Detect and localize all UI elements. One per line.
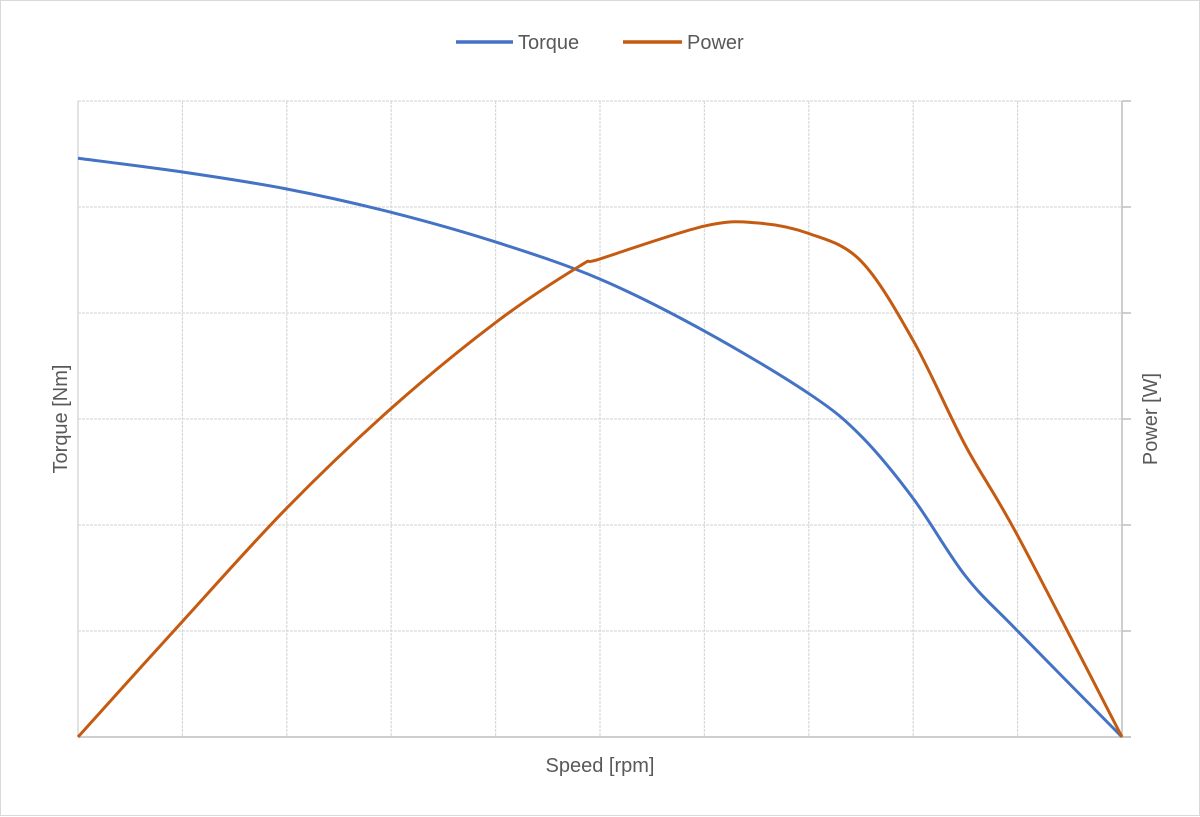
y-axis-title: Torque [Nm] xyxy=(50,365,72,474)
axes xyxy=(77,100,1131,738)
series-line-power xyxy=(76,220,1124,739)
x-axis-title: Speed [rpm] xyxy=(546,755,655,777)
y2-axis-title: Power [W] xyxy=(1140,373,1162,465)
legend: Torque Power xyxy=(456,32,744,54)
legend-label-torque: Torque xyxy=(518,32,579,54)
legend-label-power: Power xyxy=(687,32,744,54)
series-line-torque xyxy=(77,156,1124,739)
gridlines xyxy=(78,100,1122,737)
series-lines xyxy=(76,156,1124,739)
